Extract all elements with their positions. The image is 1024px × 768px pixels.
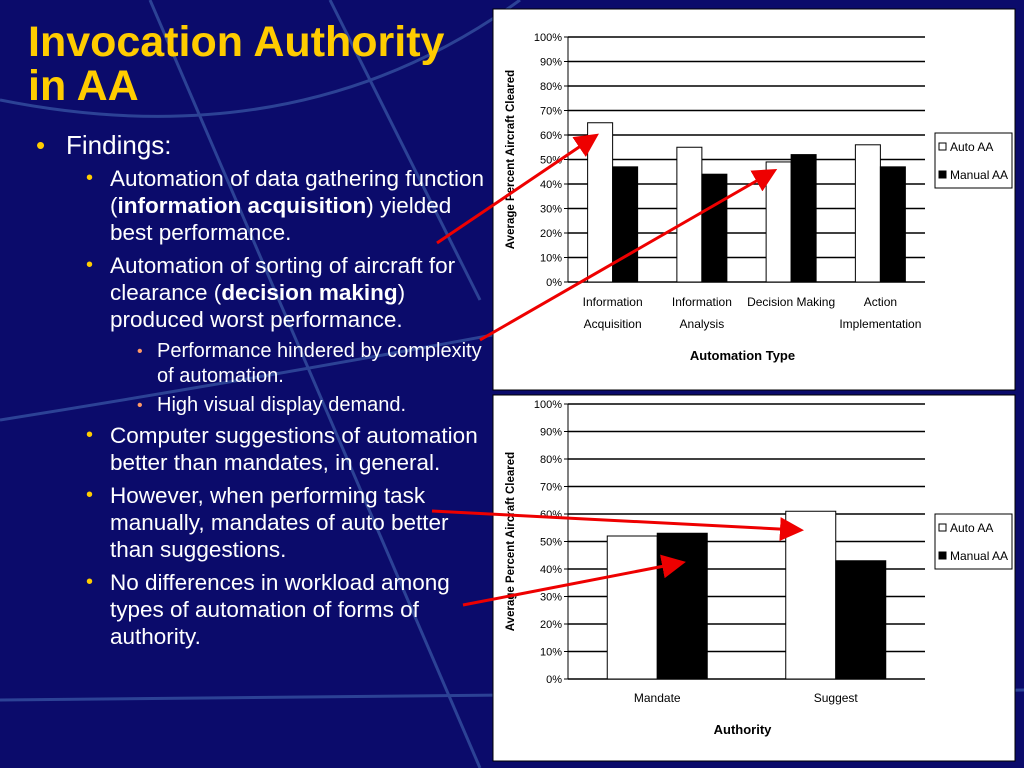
bar bbox=[587, 122, 614, 283]
bullet-item: Computer suggestions of automation bette… bbox=[86, 422, 488, 476]
y-tick-label: 100% bbox=[534, 32, 562, 44]
y-tick-label: 40% bbox=[540, 179, 562, 191]
text: Computer suggestions of automation bette… bbox=[110, 423, 478, 475]
y-axis-label: Average Percent Aircraft Cleared bbox=[505, 70, 517, 249]
y-tick-label: 100% bbox=[534, 399, 562, 411]
x-tick-label: Suggest bbox=[814, 691, 859, 705]
y-tick-label: 0% bbox=[546, 674, 562, 686]
arrow bbox=[462, 554, 686, 607]
x-tick-label: Mandate bbox=[634, 691, 681, 705]
x-tick-label: Action bbox=[864, 295, 897, 309]
y-tick-label: 20% bbox=[540, 228, 562, 240]
y-tick-label: 10% bbox=[540, 647, 562, 659]
bar bbox=[606, 535, 658, 680]
bold-text: decision making bbox=[221, 280, 398, 305]
y-tick-label: 70% bbox=[540, 482, 562, 494]
bg-line bbox=[0, 0, 521, 118]
legend-swatch bbox=[938, 551, 947, 560]
charts: 0% 10% 20% 30% 40% 50% 60% 70% 80% 90% 100% Informa… bbox=[505, 32, 1013, 737]
x-axis-label: Authority bbox=[714, 722, 773, 737]
text: Automation of data gathering function ( bbox=[110, 166, 485, 218]
arrow bbox=[431, 509, 804, 542]
y-tick-label: 60% bbox=[540, 130, 562, 142]
bar bbox=[701, 173, 728, 283]
legend-swatch bbox=[938, 170, 947, 179]
bar bbox=[835, 560, 887, 680]
bold-text: information acquisition bbox=[117, 193, 367, 218]
y-tick-label: 80% bbox=[540, 81, 562, 93]
x-tick-label: Decision Making bbox=[747, 295, 835, 309]
bullet-item: No differences in workload among types o… bbox=[86, 569, 488, 650]
y-tick-label: 40% bbox=[540, 564, 562, 576]
y-tick-label: 20% bbox=[540, 619, 562, 631]
bullet-list: Findings: Automation of data gathering f… bbox=[36, 130, 491, 656]
legend-label: Auto AA bbox=[950, 140, 993, 154]
arrow bbox=[479, 169, 778, 342]
bullet-item: However, when performing task manually, … bbox=[86, 482, 488, 563]
bullet-item: Automation of data gathering function (i… bbox=[86, 165, 488, 246]
x-tick-label: Acquisition bbox=[584, 317, 642, 331]
slide-title: Invocation Authority in AA bbox=[28, 18, 445, 110]
y-tick-label: 30% bbox=[540, 592, 562, 604]
bullet-heading: Findings: bbox=[36, 130, 491, 161]
y-tick-label: 90% bbox=[540, 57, 562, 69]
y-tick-label: 90% bbox=[540, 427, 562, 439]
chart-panel bbox=[492, 8, 1016, 391]
x-axis-label: Automation Type bbox=[690, 348, 795, 363]
legend-label: Manual AA bbox=[950, 168, 1008, 182]
bullet-item: Automation of sorting of aircraft for cl… bbox=[86, 252, 488, 333]
bar bbox=[656, 532, 708, 680]
legend-label: Manual AA bbox=[950, 549, 1008, 563]
text: ) produced worst performance. bbox=[110, 280, 406, 332]
bar bbox=[790, 154, 817, 283]
bar bbox=[785, 510, 837, 680]
y-tick-label: 10% bbox=[540, 253, 562, 265]
legend-box bbox=[934, 513, 1013, 570]
text: ) yielded best performance. bbox=[110, 193, 452, 245]
bar bbox=[765, 161, 792, 283]
sub-bullet-item: Performance hindered by complexity of au… bbox=[137, 339, 487, 389]
text: No differences in workload among types o… bbox=[110, 570, 450, 649]
sub-bullet-item: High visual display demand. bbox=[137, 393, 487, 418]
x-tick-label: Implementation bbox=[839, 317, 921, 331]
y-tick-label: 50% bbox=[540, 537, 562, 549]
x-tick-label: Analysis bbox=[680, 317, 725, 331]
bar bbox=[612, 166, 639, 283]
y-tick-label: 80% bbox=[540, 454, 562, 466]
text: However, when performing task manually, … bbox=[110, 483, 449, 562]
x-tick-label: Information bbox=[583, 295, 643, 309]
y-tick-label: 60% bbox=[540, 509, 562, 521]
legend-swatch bbox=[938, 142, 947, 151]
chart-panel bbox=[492, 394, 1016, 762]
y-tick-label: 30% bbox=[540, 204, 562, 216]
y-tick-label: 0% bbox=[546, 277, 562, 289]
y-axis-label: Average Percent Aircraft Cleared bbox=[505, 452, 517, 631]
bar bbox=[854, 144, 881, 283]
legend-label: Auto AA bbox=[950, 521, 993, 535]
text: Automation of sorting of aircraft for cl… bbox=[110, 253, 456, 305]
bar bbox=[879, 166, 906, 283]
legend-box bbox=[934, 132, 1013, 189]
legend-swatch bbox=[938, 523, 947, 532]
y-tick-label: 70% bbox=[540, 106, 562, 118]
x-tick-label: Information bbox=[672, 295, 732, 309]
